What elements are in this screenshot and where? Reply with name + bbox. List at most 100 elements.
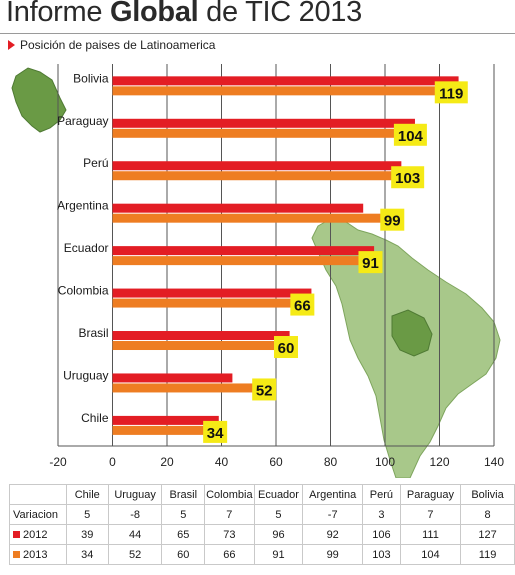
bar-2012	[112, 203, 364, 213]
data-label: 91	[362, 255, 379, 272]
table-cell: 73	[204, 524, 255, 545]
x-tick-label: 0	[109, 455, 116, 469]
data-label-box	[290, 293, 315, 316]
x-tick-label: 140	[484, 455, 504, 469]
category-label: Bolivia	[73, 71, 109, 85]
table-row: 2013 34 52 60 66 91 99 103 104 119	[9, 544, 515, 565]
data-label: 66	[294, 298, 311, 315]
category-label: Perú	[83, 156, 108, 170]
bar-2013	[112, 298, 293, 308]
x-tick-label: 120	[429, 455, 449, 469]
data-label: 60	[278, 340, 295, 357]
data-label: 34	[207, 425, 224, 442]
title-divider	[0, 33, 515, 34]
table-cell: 52	[107, 544, 163, 565]
title-bold: Global	[109, 0, 199, 28]
row-label-text: Variacion	[13, 508, 59, 521]
bar-2012	[112, 331, 290, 341]
table-row-label: 2012	[9, 524, 67, 545]
x-axis-ticks: -20 0 20 40 60 80 100 120 140	[49, 455, 504, 469]
data-label-box	[391, 166, 425, 189]
table-cell: 39	[65, 524, 109, 545]
x-tick-label: 20	[160, 455, 174, 469]
map-layer	[11, 67, 501, 478]
data-label-box	[203, 420, 228, 443]
table-header-row: Chile Uruguay Brasil Colombia Ecuador Argenti…	[9, 484, 515, 505]
table-header-cell: Brasil	[161, 484, 206, 505]
table-header-cell: Chile	[65, 484, 109, 505]
bar-2013	[112, 128, 396, 138]
bar-2013	[112, 213, 383, 223]
x-tick-label: 40	[215, 455, 229, 469]
legend-swatch-icon	[13, 530, 20, 538]
table-header-cell	[9, 484, 67, 505]
legend-swatch-icon	[13, 550, 20, 558]
row-label-text: 2013	[23, 548, 48, 561]
bolivia-highlight-icon	[391, 309, 433, 357]
table-header-cell: Bolivia	[460, 484, 515, 505]
bar-2012	[112, 161, 402, 171]
x-tick-label: -20	[49, 455, 67, 469]
table-cell: 44	[107, 524, 163, 545]
table-row: Variacion 5 -8 5 7 5 -7 3 7 8	[9, 504, 515, 525]
data-label-box	[393, 123, 427, 146]
table-header-cell: Ecuador	[253, 484, 304, 505]
table-cell: 103	[361, 544, 401, 565]
category-label: Ecuador	[64, 241, 109, 255]
subtitle-text: Posición de paises de Latinoamerica	[20, 38, 216, 52]
category-label: Brasil	[78, 326, 108, 340]
table-cell: 91	[253, 544, 304, 565]
data-label: 52	[256, 382, 273, 399]
table-header-cell: Colombia	[204, 484, 255, 505]
table-row: 2012 39 44 65 73 96 92 106 111 127	[9, 524, 515, 545]
category-label: Argentina	[57, 199, 109, 213]
table-cell: 111	[399, 524, 462, 545]
bar-2013	[112, 425, 206, 435]
table-cell: 127	[460, 524, 515, 545]
chart-subtitle: Posición de paises de Latinoamerica	[8, 38, 215, 52]
data-label: 99	[384, 213, 401, 230]
data-label-box	[274, 336, 298, 359]
table-cell: 119	[460, 544, 515, 565]
table-cell: 8	[460, 504, 515, 525]
table-row-label: Variacion	[9, 504, 67, 525]
data-label: 104	[398, 128, 424, 145]
data-label-box	[434, 81, 468, 104]
table-cell: 5	[65, 504, 109, 525]
category-label: Paraguay	[57, 114, 108, 128]
category-label: Uruguay	[63, 368, 108, 382]
data-label: 119	[439, 85, 463, 102]
bar-chart: Bolivia Paraguay Perú Argentina Ecuador Colom…	[11, 64, 504, 478]
bar-2013	[112, 256, 361, 266]
bars	[112, 76, 459, 435]
table-cell: 7	[204, 504, 255, 525]
table-row-label: 2013	[9, 544, 67, 565]
bar-2012	[112, 288, 312, 298]
bolivia-map-icon	[11, 67, 67, 133]
table-header-cell: Uruguay	[107, 484, 163, 505]
table-cell: 5	[161, 504, 206, 525]
data-label-box	[252, 378, 277, 401]
row-label-text: 2012	[23, 528, 48, 541]
table-cell: 106	[361, 524, 401, 545]
data-labels: 119 104 103 99 91 66 60 52 34	[203, 81, 468, 443]
bar-2013	[112, 383, 255, 393]
table-cell: 5	[253, 504, 304, 525]
table-cell: 99	[302, 544, 363, 565]
title-suffix: de TIC 2013	[198, 0, 362, 28]
table-header-cell: Perú	[361, 484, 401, 505]
table-cell: 60	[161, 544, 206, 565]
bar-2012	[112, 415, 219, 425]
table-cell: 34	[65, 544, 109, 565]
category-label: Chile	[81, 411, 109, 425]
table-cell: -7	[302, 504, 363, 525]
x-tick-label: 60	[269, 455, 283, 469]
bar-2012	[112, 373, 233, 383]
table-cell: 104	[399, 544, 462, 565]
x-tick-label: 80	[324, 455, 338, 469]
bar-2012	[112, 118, 415, 128]
table-header-cell: Paraguay	[399, 484, 462, 505]
category-label: Colombia	[58, 284, 109, 298]
page-title: Informe Global de TIC 2013	[6, 0, 362, 29]
table-cell: 7	[399, 504, 462, 525]
